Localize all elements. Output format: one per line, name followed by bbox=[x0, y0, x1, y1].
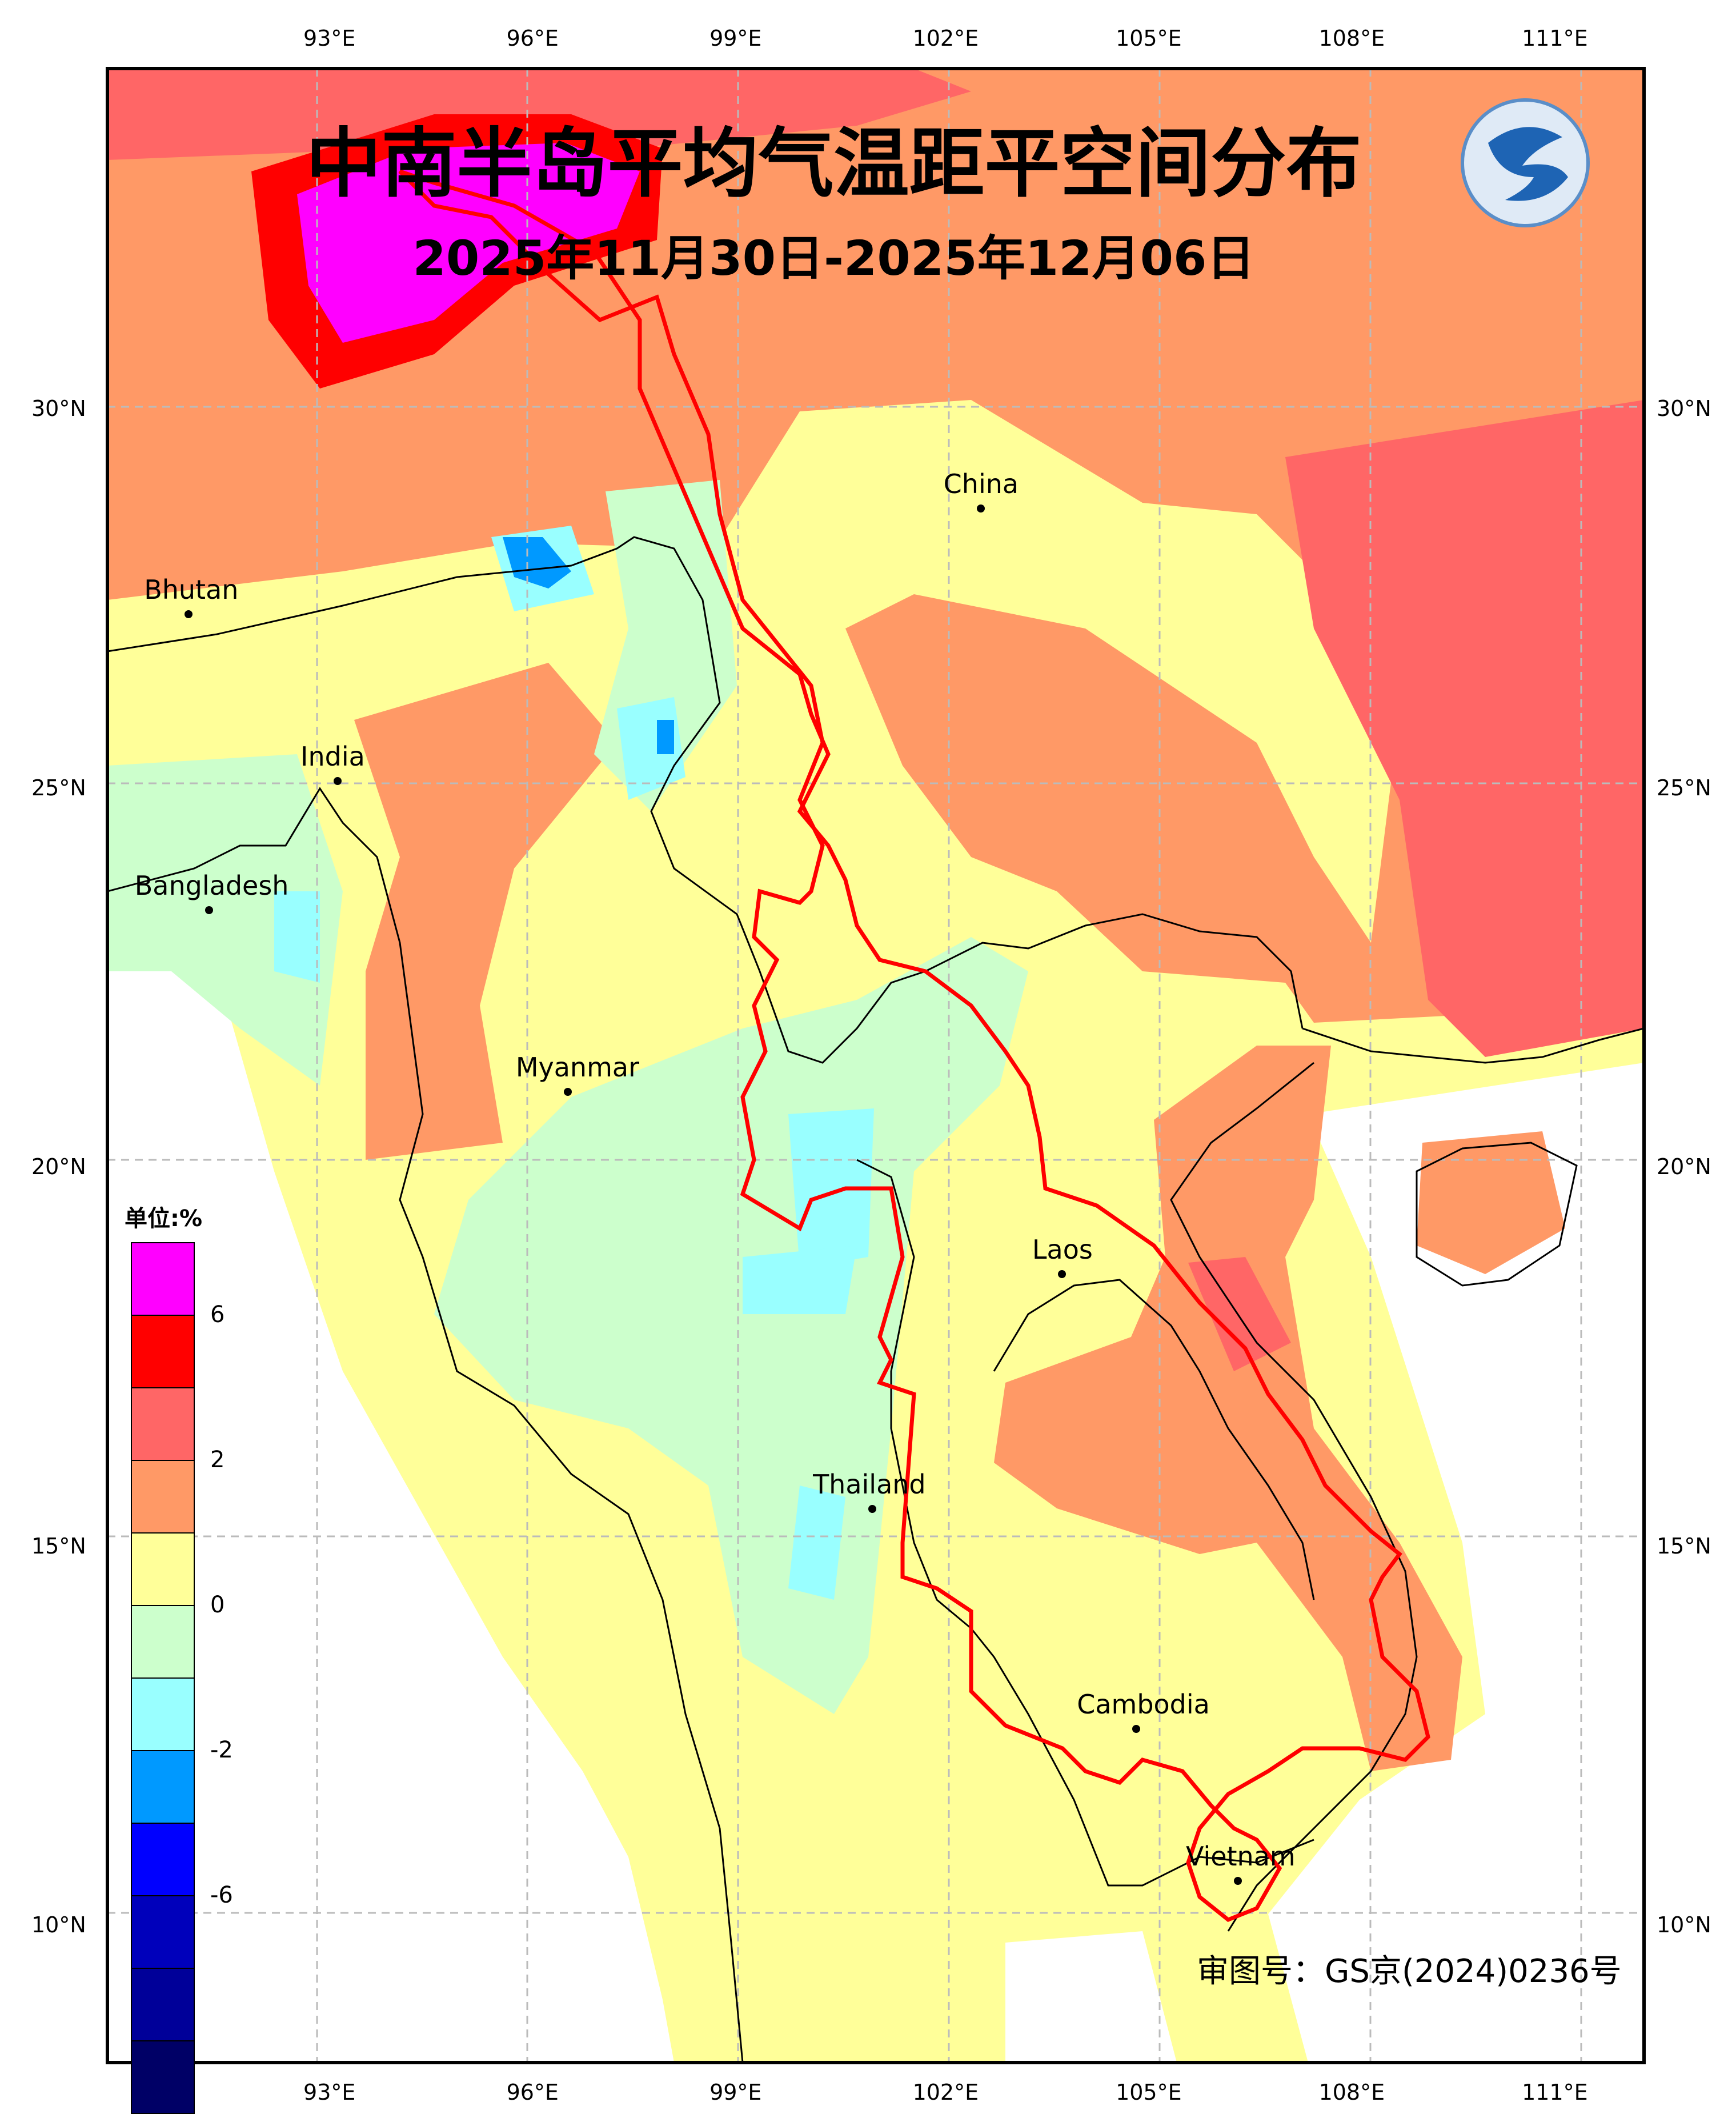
place-marker bbox=[563, 1088, 572, 1096]
map-title: 中南半岛平均气温距平空间分布 bbox=[306, 120, 1362, 208]
bottom-lon-tick: 96°E bbox=[506, 2080, 559, 2105]
colorbar-segment bbox=[131, 1532, 195, 1606]
bottom-lon-tick: 105°E bbox=[1116, 2080, 1182, 2105]
left-lat-tick: 30°N bbox=[31, 396, 86, 422]
left-lat-tick: 15°N bbox=[31, 1533, 86, 1559]
place-marker bbox=[1233, 1876, 1242, 1885]
place-marker bbox=[1057, 1270, 1066, 1278]
top-lon-tick: 102°E bbox=[912, 26, 979, 51]
place-label: Thailand bbox=[813, 1469, 926, 1500]
colorbar-segment bbox=[131, 1823, 195, 1896]
bottom-lon-tick: 111°E bbox=[1522, 2080, 1588, 2105]
mekong-basin-outline bbox=[398, 169, 1430, 1923]
approval-number: 审图号：GS京(2024)0236号 bbox=[1197, 1953, 1622, 1990]
colorbar-tick-label: 2 bbox=[210, 1447, 225, 1473]
place-label: Bhutan bbox=[144, 574, 239, 606]
top-lon-tick: 99°E bbox=[709, 26, 762, 51]
colorbar-segment bbox=[131, 1895, 195, 1969]
place-label: Myanmar bbox=[515, 1052, 639, 1083]
place-marker bbox=[1132, 1725, 1141, 1733]
right-lat-tick: 30°N bbox=[1657, 396, 1711, 422]
colorbar bbox=[131, 1242, 195, 2114]
place-label: Bangladesh bbox=[134, 870, 289, 901]
map-frame bbox=[106, 67, 1646, 2064]
dragon-logo-icon bbox=[1461, 98, 1590, 227]
bottom-lon-tick: 93°E bbox=[303, 2080, 356, 2105]
place-label: Cambodia bbox=[1077, 1689, 1210, 1720]
colorbar-segment bbox=[131, 1968, 195, 2041]
colorbar-segment bbox=[131, 1460, 195, 1534]
top-lon-tick: 111°E bbox=[1522, 26, 1588, 51]
left-lat-tick: 10°N bbox=[31, 1912, 86, 1938]
place-marker bbox=[205, 906, 213, 914]
right-lat-tick: 20°N bbox=[1657, 1154, 1711, 1180]
colorbar-segment bbox=[131, 2040, 195, 2114]
map-subtitle: 2025年11月30日-2025年12月06日 bbox=[412, 230, 1255, 286]
top-lon-tick: 93°E bbox=[303, 26, 356, 51]
country-borders bbox=[107, 536, 1644, 2063]
anomaly-field bbox=[107, 69, 1644, 2063]
colorbar-segment bbox=[131, 1605, 195, 1679]
top-lon-tick: 105°E bbox=[1116, 26, 1182, 51]
place-label: Laos bbox=[1032, 1234, 1093, 1265]
top-lon-tick: 96°E bbox=[506, 26, 559, 51]
place-label: Vietnam bbox=[1185, 1840, 1296, 1872]
bottom-lon-tick: 108°E bbox=[1318, 2080, 1385, 2105]
colorbar-segment bbox=[131, 1242, 195, 1316]
bottom-lon-tick: 102°E bbox=[912, 2080, 979, 2105]
top-lon-tick: 108°E bbox=[1318, 26, 1385, 51]
colorbar-segment bbox=[131, 1677, 195, 1751]
colorbar-segment bbox=[131, 1387, 195, 1461]
colorbar-segment bbox=[131, 1750, 195, 1824]
bottom-lon-tick: 99°E bbox=[709, 2080, 762, 2105]
colorbar-tick-label: -6 bbox=[210, 1882, 233, 1908]
place-marker bbox=[333, 777, 342, 786]
left-lat-tick: 20°N bbox=[31, 1154, 86, 1180]
left-lat-tick: 25°N bbox=[31, 775, 86, 800]
place-label: China bbox=[943, 468, 1019, 499]
right-lat-tick: 25°N bbox=[1657, 775, 1711, 800]
right-lat-tick: 10°N bbox=[1657, 1912, 1711, 1938]
right-lat-tick: 15°N bbox=[1657, 1533, 1711, 1559]
colorbar-tick-label: 0 bbox=[210, 1592, 225, 1618]
place-label: India bbox=[300, 741, 365, 772]
colorbar-tick-label: 6 bbox=[210, 1302, 225, 1328]
place-marker bbox=[185, 610, 193, 619]
colorbar-unit-label: 单位:% bbox=[125, 1206, 203, 1232]
graticule bbox=[107, 69, 1644, 2063]
place-marker bbox=[868, 1505, 877, 1514]
place-marker bbox=[976, 504, 985, 513]
colorbar-tick-label: -2 bbox=[210, 1737, 233, 1763]
colorbar-segment bbox=[131, 1315, 195, 1388]
